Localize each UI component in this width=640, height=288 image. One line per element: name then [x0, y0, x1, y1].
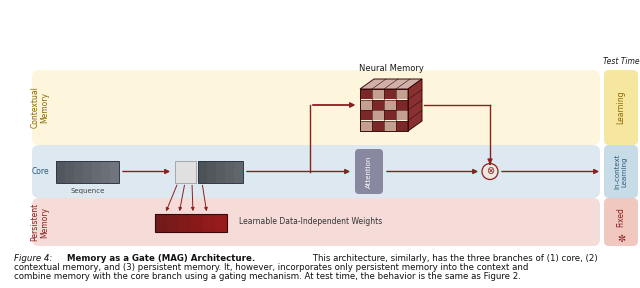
Bar — [384, 89, 396, 99]
Bar — [74, 160, 83, 183]
Text: Learnable Data-Independent Weights: Learnable Data-Independent Weights — [239, 217, 382, 226]
Bar — [110, 160, 118, 183]
Text: Learning: Learning — [616, 91, 625, 124]
Bar — [360, 89, 372, 99]
Text: Test Time: Test Time — [603, 57, 639, 66]
Bar — [198, 160, 207, 183]
Text: contextual memory, and (3) persistent memory. It, however, incorporates only per: contextual memory, and (3) persistent me… — [14, 263, 529, 272]
Bar — [207, 160, 216, 183]
Bar — [234, 160, 243, 183]
Text: Sequence: Sequence — [70, 187, 105, 194]
Bar — [182, 160, 189, 183]
Bar — [83, 160, 92, 183]
Text: Figure 4:: Figure 4: — [14, 254, 55, 263]
Bar — [203, 214, 214, 232]
Text: Fixed: Fixed — [616, 207, 625, 227]
Text: Attention: Attention — [366, 155, 372, 188]
FancyBboxPatch shape — [32, 198, 600, 246]
Bar — [396, 89, 408, 99]
Bar — [175, 160, 182, 183]
Text: This architecture, similarly, has the three branches of (1) core, (2): This architecture, similarly, has the th… — [310, 254, 597, 263]
Bar — [101, 160, 109, 183]
Bar — [225, 160, 234, 183]
Bar — [198, 160, 243, 183]
FancyBboxPatch shape — [604, 145, 638, 198]
Bar — [372, 100, 384, 110]
FancyBboxPatch shape — [32, 70, 600, 145]
FancyBboxPatch shape — [604, 70, 638, 145]
Bar — [384, 121, 396, 131]
Bar — [175, 160, 196, 183]
FancyBboxPatch shape — [604, 198, 638, 246]
FancyBboxPatch shape — [355, 149, 383, 194]
Bar — [92, 160, 100, 183]
Bar — [360, 100, 372, 110]
Text: In-context
Learning: In-context Learning — [614, 154, 627, 189]
Polygon shape — [408, 79, 422, 131]
Bar — [56, 160, 65, 183]
Bar — [360, 89, 408, 131]
Text: ✼: ✼ — [617, 234, 625, 244]
Bar — [155, 214, 227, 232]
Bar — [384, 100, 396, 110]
Bar — [384, 110, 396, 120]
Bar — [372, 110, 384, 120]
FancyBboxPatch shape — [32, 145, 600, 198]
Bar — [372, 89, 384, 99]
Bar — [216, 160, 225, 183]
Bar — [191, 214, 202, 232]
Text: ⊗: ⊗ — [486, 166, 494, 177]
Bar — [215, 214, 227, 232]
Text: combine memory with the core branch using a gating mechanism. At test time, the : combine memory with the core branch usin… — [14, 272, 521, 281]
Bar — [189, 160, 195, 183]
Bar — [65, 160, 74, 183]
Bar — [396, 110, 408, 120]
Bar — [360, 110, 372, 120]
Polygon shape — [360, 79, 422, 89]
Text: Memory as a Gate (MAG) Architecture.: Memory as a Gate (MAG) Architecture. — [67, 254, 255, 263]
Text: Persistent
Memory: Persistent Memory — [30, 203, 50, 241]
Circle shape — [482, 164, 498, 179]
Bar — [155, 214, 166, 232]
Text: Contextual
Memory: Contextual Memory — [30, 87, 50, 128]
Bar — [167, 214, 179, 232]
Text: Neural Memory: Neural Memory — [358, 64, 424, 73]
Bar — [396, 121, 408, 131]
Text: Core: Core — [31, 167, 49, 176]
Bar — [396, 100, 408, 110]
Bar — [372, 121, 384, 131]
Bar — [56, 160, 119, 183]
Bar — [179, 214, 191, 232]
Bar — [360, 121, 372, 131]
